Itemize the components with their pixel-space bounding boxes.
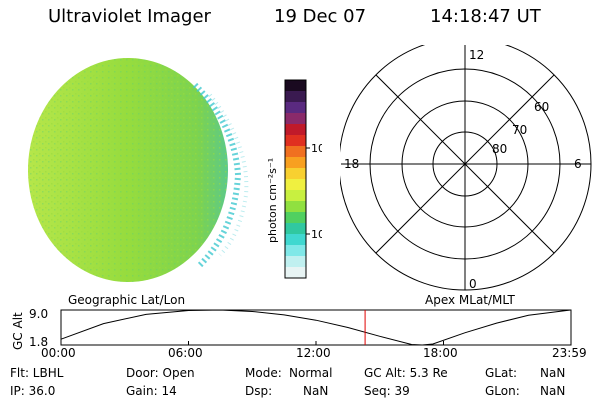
colorbar-band: [285, 212, 306, 224]
altitude-series-line: [60, 309, 571, 346]
status-dsp-value: NaN: [303, 384, 329, 398]
status-filter: Flt: LBHL: [10, 366, 64, 380]
colorbar-band: [285, 113, 306, 125]
colorbar-band: [285, 179, 306, 191]
mlt-label-6: 6: [574, 157, 582, 171]
status-dsp-key: Dsp:: [245, 384, 273, 398]
colorbar-tick-label: 10: [311, 228, 322, 241]
time-readout: 14:18:47 UT: [430, 6, 541, 27]
status-gain: Gain: 14: [126, 384, 177, 398]
lat-label-80: 80: [492, 142, 507, 156]
time-tick-label: 00:00: [41, 346, 76, 360]
colorbar-band: [285, 267, 306, 279]
colorbar-band: [285, 135, 306, 147]
status-ip: IP: 36.0: [10, 384, 56, 398]
colorbar-band: [285, 223, 306, 235]
time-tick-label: 23:59: [552, 346, 587, 360]
lat-label-60: 60: [534, 100, 549, 114]
colorbar-band: [285, 157, 306, 169]
polar-diagonal: [375, 74, 555, 254]
date-readout: 19 Dec 07: [274, 6, 367, 27]
status-gc-alt: GC Alt: 5.3 Re: [364, 366, 448, 380]
status-mode-value: Normal: [289, 366, 333, 380]
colorbar-unit-label: photon cm⁻²s⁻¹: [266, 158, 279, 243]
colorbar: 100 10 photon cm⁻²s⁻¹: [266, 79, 322, 279]
time-tick-label: 06:00: [168, 346, 203, 360]
colorbar-band: [285, 234, 306, 246]
app-title: Ultraviolet Imager: [48, 6, 211, 27]
uv-image-panel: [28, 58, 249, 282]
polar-grid: 12 18 6 0 60 70 80: [340, 45, 592, 291]
colorbar-tick-label: 100: [311, 142, 322, 155]
mlt-label-18: 18: [344, 157, 359, 171]
colorbar-band: [285, 91, 306, 103]
colorbar-band: [285, 146, 306, 158]
colorbar-band: [285, 245, 306, 257]
colorbar-band: [285, 102, 306, 114]
status-mode-key: Mode:: [245, 366, 282, 380]
altitude-ytick-top: 9.0: [29, 307, 48, 321]
geographic-panel-label: Geographic Lat/Lon: [68, 293, 186, 307]
altitude-chart: GC Alt 9.0 1.8: [11, 307, 572, 350]
status-door: Door: Open: [126, 366, 195, 380]
status-glon-key: GLon:: [485, 384, 520, 398]
altitude-axis-label: GC Alt: [11, 312, 25, 350]
colorbar-band: [285, 201, 306, 213]
status-glon-value: NaN: [540, 384, 566, 398]
time-tick-label: 18:00: [423, 346, 458, 360]
colorbar-band: [285, 80, 306, 92]
mlt-label-12: 12: [469, 48, 484, 62]
uv-disk: [28, 58, 249, 282]
altitude-plot-frame: [60, 309, 572, 346]
altitude-ytick-bottom: 1.8: [29, 335, 48, 349]
mlt-label-0: 0: [469, 277, 477, 291]
status-seq: Seq: 39: [364, 384, 410, 398]
status-glat-value: NaN: [540, 366, 566, 380]
time-tick-label: 12:00: [296, 346, 331, 360]
colorbar-band: [285, 256, 306, 268]
lat-label-70: 70: [512, 123, 527, 137]
status-glat-key: GLat:: [485, 366, 518, 380]
colorbar-band: [285, 124, 306, 136]
colorbar-band: [285, 190, 306, 202]
colorbar-band: [285, 168, 306, 180]
apex-panel-label: Apex MLat/MLT: [425, 293, 515, 307]
